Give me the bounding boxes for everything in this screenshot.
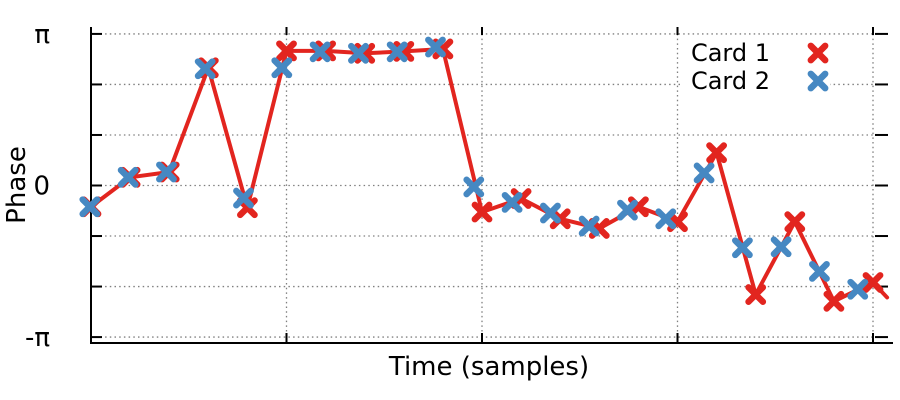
card2-point-marker — [425, 36, 446, 58]
card2-point-marker — [156, 161, 177, 183]
y-axis-label: Phase — [2, 146, 32, 224]
x-axis-label: Time (samples) — [388, 352, 589, 382]
data-series — [79, 36, 890, 312]
card1-point-marker — [823, 290, 845, 312]
card1-point-marker — [745, 284, 767, 305]
card1-point-marker — [471, 201, 493, 223]
card2-point-marker — [693, 162, 715, 184]
card2-point-marker — [809, 260, 830, 282]
gridlines — [90, 33, 886, 342]
card2-point-marker — [578, 215, 600, 237]
card2-point-marker — [655, 208, 677, 230]
card1-point-marker — [784, 211, 806, 233]
legend-label-card2: Card 2 — [691, 67, 770, 95]
card2-point-marker — [770, 236, 792, 258]
card2-point-marker — [348, 42, 369, 64]
y-tick-label: π — [34, 20, 50, 50]
legend-label-card1: Card 1 — [691, 39, 770, 67]
card2-point-marker — [501, 191, 523, 213]
legend-card1-x-marker-icon — [807, 42, 829, 64]
card2-point-marker — [540, 202, 561, 224]
y-tick-label: 0 — [33, 172, 50, 202]
card2-point-marker — [194, 58, 216, 80]
legend-card2-x-marker-icon — [807, 70, 829, 92]
card1-line — [89, 46, 890, 304]
card2-point-marker — [79, 196, 101, 218]
card2-point-marker — [386, 41, 408, 63]
card2-point-marker — [309, 41, 331, 63]
y-tick-label: -π — [25, 323, 50, 353]
legend: Card 1 Card 2 — [680, 38, 830, 96]
card2-point-marker — [847, 278, 869, 300]
card2-point-marker — [271, 57, 293, 79]
card2-point-marker — [463, 176, 485, 198]
y-tick-labels: π 0 -π — [25, 20, 50, 353]
card2-point-marker — [732, 237, 753, 259]
legend-background — [680, 38, 830, 96]
card1-point-marker — [862, 272, 884, 293]
card2-point-marker — [233, 187, 254, 209]
card2-point-marker — [617, 199, 638, 221]
card1-point-marker — [706, 142, 727, 164]
card2-point-marker — [117, 166, 139, 188]
axes-and-ticks — [90, 27, 893, 344]
card1-point-marker — [276, 40, 297, 62]
